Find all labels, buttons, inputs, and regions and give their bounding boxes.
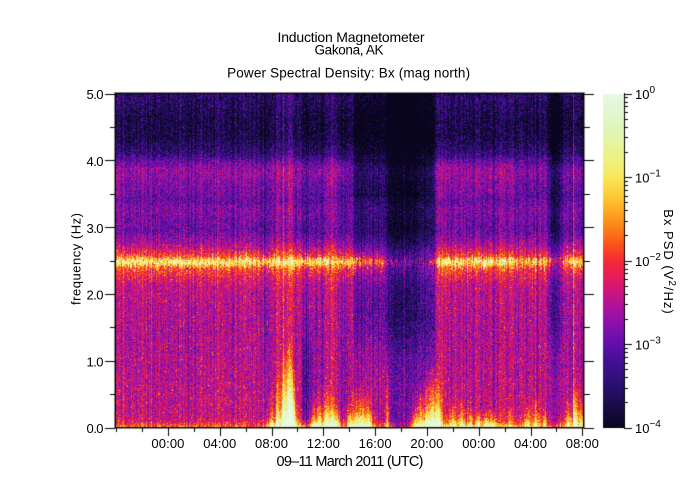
svg-text:09–11 March 2011 (UTC): 09–11 March 2011 (UTC) — [277, 454, 424, 470]
svg-text:1.0: 1.0 — [87, 354, 104, 369]
svg-text:2.0: 2.0 — [87, 288, 104, 303]
svg-text:100: 100 — [635, 85, 655, 102]
svg-text:3.0: 3.0 — [87, 221, 104, 236]
svg-text:16:00: 16:00 — [359, 436, 392, 451]
svg-text:10−1: 10−1 — [635, 169, 661, 186]
svg-text:20:00: 20:00 — [410, 436, 443, 451]
svg-text:08:00: 08:00 — [255, 436, 288, 451]
svg-text:frequency (Hz): frequency (Hz) — [69, 213, 84, 305]
svg-text:10−2: 10−2 — [635, 252, 661, 269]
svg-text:04:00: 04:00 — [203, 436, 236, 451]
svg-text:00:00: 00:00 — [151, 436, 184, 451]
svg-text:Induction Magnetometer: Induction Magnetometer — [278, 29, 425, 45]
svg-text:5.0: 5.0 — [87, 87, 104, 102]
svg-text:12:00: 12:00 — [307, 436, 340, 451]
svg-text:Power Spectral Density: Bx (ma: Power Spectral Density: Bx (mag north) — [227, 66, 470, 81]
svg-text:4.0: 4.0 — [87, 154, 104, 169]
svg-text:10−3: 10−3 — [635, 336, 661, 353]
svg-text:Gakona, AK: Gakona, AK — [315, 42, 384, 57]
svg-text:Bx PSD (V2/Hz): Bx PSD (V2/Hz) — [661, 209, 677, 315]
svg-text:04:00: 04:00 — [514, 436, 547, 451]
svg-text:0.0: 0.0 — [87, 421, 104, 436]
svg-text:00:00: 00:00 — [462, 436, 495, 451]
svg-text:10−4: 10−4 — [635, 419, 661, 436]
svg-text:08:00: 08:00 — [566, 436, 599, 451]
